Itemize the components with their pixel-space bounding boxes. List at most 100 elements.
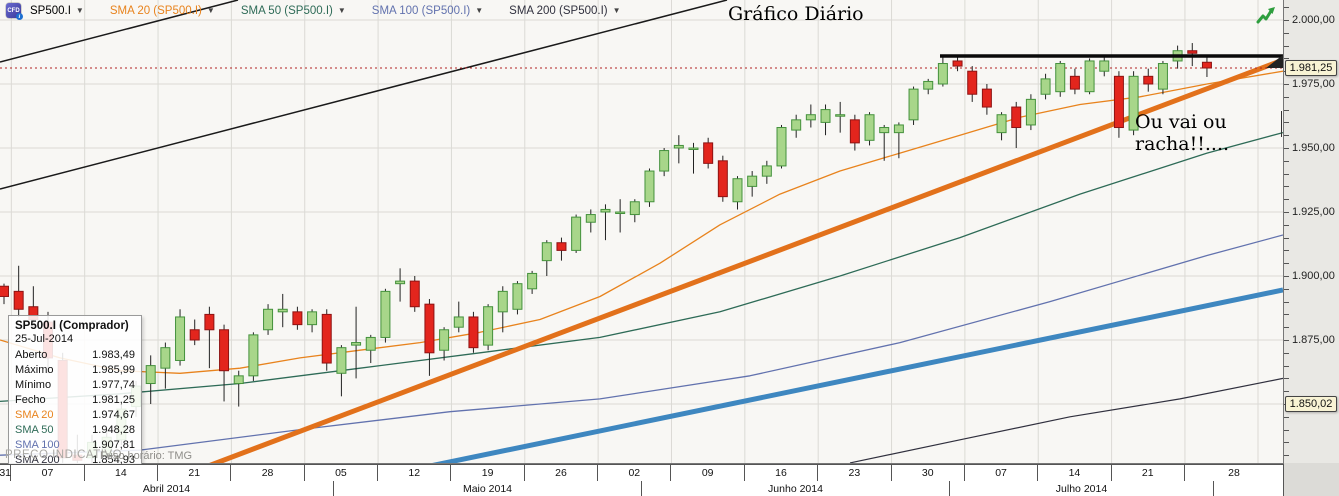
candle-body[interactable] [835,114,846,117]
candle-body[interactable] [248,334,259,377]
chevron-down-icon[interactable]: ▼ [206,5,215,15]
candle-body[interactable] [629,201,640,216]
candle-body[interactable] [791,119,802,131]
candle-body[interactable] [219,329,230,372]
candle-body[interactable] [497,290,508,313]
candle-body[interactable] [952,60,963,67]
candle-body[interactable] [277,308,288,313]
candle-body[interactable] [395,280,406,285]
tooltip-row: SMA 100 1.907,81 [15,438,135,453]
candle-body[interactable] [321,313,332,364]
chart-plot-area[interactable]: CFD i SP500.I ▼ SMA 20 (SP500.I) ▼ SMA 50 (… [0,0,1284,474]
channel-line-upper[interactable] [0,0,728,190]
candle-body[interactable] [351,342,362,346]
candle-body[interactable] [893,124,904,134]
candle-body[interactable] [864,114,875,141]
legend-item-sma100[interactable]: SMA 100 (SP500.I) ▼ [372,5,483,17]
candle-body[interactable] [820,109,831,123]
candle-body[interactable] [1128,75,1139,131]
legend-item-sma200[interactable]: SMA 200 (SP500.I) ▼ [509,5,620,17]
annotation-text-caret [1281,111,1282,137]
candle-body[interactable] [1099,60,1110,72]
candle-body[interactable] [380,290,391,338]
legend-item-sma50[interactable]: SMA 50 (SP500.I) ▼ [241,5,346,17]
candle-body[interactable] [747,175,758,187]
candle-body[interactable] [967,70,978,95]
tooltip-row-label: SMA 200 [15,454,60,466]
candle-body[interactable] [732,178,743,203]
candle-body[interactable] [1113,75,1124,129]
candle-body[interactable] [600,208,611,213]
candle-body[interactable] [761,165,772,177]
chart-text-annotation[interactable]: Ou vai ou racha!!.... [1135,111,1230,155]
candle-body[interactable] [1157,63,1168,90]
candle-body[interactable] [571,216,582,251]
candle-body[interactable] [996,114,1007,134]
candle-body[interactable] [424,303,435,354]
price-axis-tick [1284,276,1289,277]
candle-body[interactable] [879,127,890,134]
chevron-down-icon[interactable]: ▼ [337,5,346,15]
candle-body[interactable] [717,160,728,198]
candle-body[interactable] [1187,50,1198,54]
candle-body[interactable] [439,329,450,351]
candle-body[interactable] [409,280,420,308]
candle-body[interactable] [336,347,347,374]
candle-body[interactable] [659,150,670,172]
candle-body[interactable] [189,329,200,341]
candle-body[interactable] [365,336,376,351]
date-axis[interactable]: 31 07 14 21 28 05 12 19 26 02 09 16 23 30 07 14 21 28 [0,464,1284,482]
candle-body[interactable] [556,242,567,251]
candle-body[interactable] [468,316,479,349]
instrument-selector[interactable]: CFD i SP500.I ▼ [6,3,84,20]
candle-body[interactable] [1143,75,1154,85]
candle-body[interactable] [145,365,156,385]
candle-body[interactable] [703,142,714,164]
candle-body[interactable] [585,214,596,223]
candle-body[interactable] [1011,106,1022,129]
trend-arrow-icon[interactable] [1256,6,1276,26]
candle-body[interactable] [453,316,464,328]
chevron-down-icon[interactable]: ▼ [612,5,621,15]
candle-body[interactable] [541,242,552,262]
candle-body[interactable] [0,285,9,297]
candle-body[interactable] [233,375,244,385]
candle-body[interactable] [13,290,24,310]
chevron-down-icon[interactable]: ▼ [75,5,84,15]
candle-body[interactable] [292,311,303,326]
candle-body[interactable] [527,272,538,290]
candle-body[interactable] [483,306,494,346]
candle-body[interactable] [1055,63,1066,93]
candle-body[interactable] [175,316,186,361]
chevron-down-icon[interactable]: ▼ [475,5,484,15]
candle-body[interactable] [688,147,699,150]
candle-body[interactable] [849,119,860,144]
candle-body[interactable] [615,211,626,214]
price-axis-tick [1284,173,1289,175]
candle-body[interactable] [923,80,934,90]
candle-body[interactable] [644,170,655,203]
candle-body[interactable] [673,144,684,149]
legend-item-sma20[interactable]: SMA 20 (SP500.I) ▼ [110,5,215,17]
tooltip-row-label: Mínimo [15,379,52,391]
candle-body[interactable] [776,127,787,167]
candle-body[interactable] [805,114,816,121]
candle-body[interactable] [512,283,523,310]
blue-trendline[interactable] [430,287,1283,463]
candle-body[interactable] [1201,61,1212,69]
candle-body[interactable] [981,88,992,108]
price-axis[interactable]: 2.000,00 1.975,00 1.950,00 1.925,00 1.900,00… [1284,0,1339,463]
candle-body[interactable] [307,311,318,326]
candle-body[interactable] [908,88,919,121]
candle-body[interactable] [204,313,215,331]
candle-body[interactable] [1084,60,1095,93]
candle-body[interactable] [1025,98,1036,126]
legend-item-label: SMA 20 (SP500.I) [109,4,202,17]
candle-body[interactable] [1040,78,1051,95]
candle-body[interactable] [263,308,274,331]
candle-body[interactable] [937,63,948,85]
orange-trendline[interactable] [150,57,1283,463]
channel-line-lower[interactable] [0,0,239,63]
candle-body[interactable] [160,347,171,369]
candle-body[interactable] [1069,75,1080,90]
